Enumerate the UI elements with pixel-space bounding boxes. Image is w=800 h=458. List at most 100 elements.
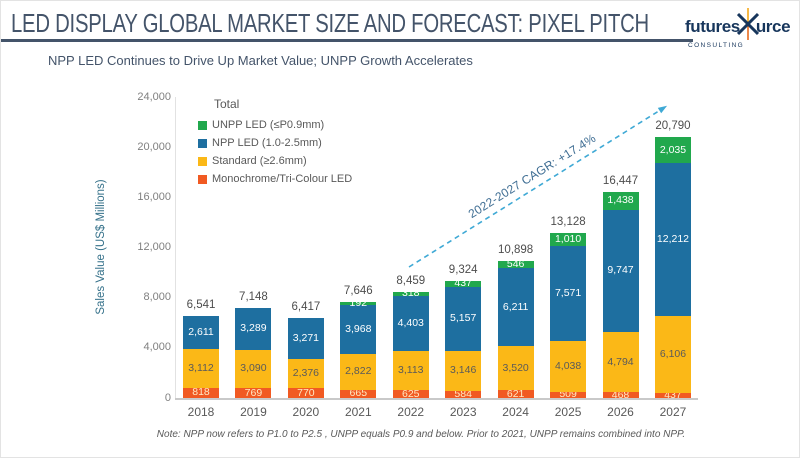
logo-wordmark: futures urce: [685, 7, 793, 46]
segment-value-label: 2,822: [345, 365, 372, 378]
bar-segment-2024: [497, 390, 534, 398]
segment-value-label: 6,211: [502, 300, 529, 313]
segment-value-label: 7,571: [554, 286, 582, 299]
segment-value-label: 6,106: [659, 347, 687, 360]
title-divider: [1, 39, 693, 42]
y-tick-label: 16,000: [137, 190, 171, 203]
segment-value-label: 3,113: [398, 364, 424, 377]
y-axis-line: [175, 97, 176, 398]
legend-item-label: UNPP LED (≤P0.9mm): [212, 119, 325, 131]
bar-segment-2023: [445, 390, 482, 398]
y-tick-label: 24,000: [137, 90, 171, 103]
bar-segment-2019: [235, 388, 272, 398]
segment-value-label: 546: [506, 258, 525, 271]
segment-value-label: 4,403: [397, 317, 424, 329]
segment-value-label: 4,038: [554, 359, 582, 372]
bar-total-label: 10,898: [498, 244, 534, 257]
segment-value-label: 2,611: [188, 325, 214, 338]
segment-value-label: 192: [349, 296, 368, 309]
bar-segment-2023: [445, 286, 482, 352]
legend-swatch-icon: [198, 138, 207, 148]
bar-segment-2021: [340, 354, 377, 390]
bar-total-label: 6,417: [291, 300, 321, 313]
bar-total-label: 7,646: [343, 285, 373, 298]
x-axis-label: 2023: [449, 405, 477, 419]
bar-segment-2021: [340, 302, 377, 305]
bar-segment-2018: [183, 387, 219, 398]
y-tick-label: 4,000: [143, 341, 171, 354]
segment-value-label: 3,146: [450, 364, 477, 377]
page-title: LED DISPLAY GLOBAL MARKET SIZE AND FOREC…: [11, 8, 649, 38]
bar-segment-2023: [445, 351, 482, 391]
star-icon: [736, 7, 759, 46]
y-tick-label: 8,000: [143, 291, 171, 304]
segment-value-label: 1,438: [607, 194, 634, 207]
segment-value-label: 621: [506, 387, 525, 400]
bar-segment-2023: [445, 281, 482, 287]
segment-value-label: 3,968: [345, 322, 372, 335]
y-tick-label: 12,000: [137, 241, 171, 253]
segment-value-label: 9,747: [607, 264, 634, 277]
segment-value-label: 665: [349, 387, 368, 400]
bar-total-label: 16,447: [602, 174, 639, 187]
x-axis-label: 2019: [240, 405, 267, 419]
bar-segment-2019: [235, 349, 272, 389]
bar-segment-2024: [497, 268, 534, 347]
legend-swatch-icon: [198, 174, 207, 184]
bar-segment-2022: [392, 291, 429, 296]
logo-text-right: urce: [755, 16, 791, 36]
logo-text-left: futures: [685, 16, 740, 36]
segment-value-label: 3,271: [292, 331, 320, 344]
bar-segment-2022: [392, 295, 429, 352]
legend-swatch-icon: [198, 120, 207, 130]
segment-value-label: 818: [192, 386, 210, 399]
bar-segment-2024: [497, 346, 534, 391]
segment-value-label: 625: [401, 387, 420, 400]
footnote: Note: NPP now refers to P1.0 to P2.5 , U…: [156, 429, 686, 440]
bar-segment-2026: [602, 392, 639, 398]
x-axis-label: 2027: [659, 405, 687, 419]
bar-segment-2020: [287, 317, 324, 359]
segment-value-label: 12,212: [656, 232, 690, 245]
chart-legend: Total UNPP LED (≤P0.9mm) NPP LED (1.0-2.5…: [198, 97, 352, 188]
segment-value-label: 2,035: [659, 143, 687, 156]
y-tick-label: 0: [164, 391, 171, 404]
legend-item-label: NPP LED (1.0-2.5mm): [212, 137, 322, 149]
segment-value-label: 3,112: [188, 361, 214, 374]
legend-title: Total: [214, 97, 240, 111]
segment-value-label: 437: [454, 277, 472, 290]
x-axis-label: 2024: [502, 405, 529, 419]
bar-segment-2018: [183, 315, 219, 349]
legend-swatch-icon: [198, 156, 207, 166]
logo-tagline: CONSULTING: [688, 42, 745, 49]
x-axis-label: 2022: [397, 405, 425, 419]
bar-total-label: 6,541: [186, 298, 216, 311]
segment-value-label: 3,090: [240, 362, 267, 375]
bar-total-label: 8,459: [396, 274, 426, 287]
bar-segment-2019: [235, 308, 272, 350]
bar-segment-2027: [654, 392, 691, 398]
bar-segment-2020: [287, 388, 324, 398]
bar-segment-2022: [392, 390, 429, 398]
y-tick-label: 20,000: [137, 140, 171, 153]
segment-value-label: 3,289: [240, 322, 267, 335]
futuresource-logo: futures urce CONSULTING: [685, 7, 793, 49]
legend-item-2: Standard (≥2.6mm): [198, 152, 352, 170]
bar-segment-2027: [654, 315, 691, 393]
bar-total-label: 13,128: [550, 216, 586, 229]
x-axis-label: 2021: [344, 405, 372, 419]
x-axis-baseline: [175, 398, 698, 400]
bar-segment-2018: [183, 348, 219, 388]
x-axis-label: 2026: [607, 405, 634, 419]
bar-segment-2026: [602, 332, 639, 393]
legend-item-1: NPP LED (1.0-2.5mm): [198, 134, 352, 152]
bar-total-label: 9,324: [448, 264, 478, 277]
legend-item-3: Monochrome/Tri-Colour LED: [198, 170, 352, 188]
x-axis-label: 2020: [292, 405, 320, 419]
x-axis-label: 2018: [187, 405, 215, 419]
legend-item-0: UNPP LED (≤P0.9mm): [198, 116, 352, 134]
bar-segment-2021: [340, 389, 377, 398]
bar-total-label: 20,790: [655, 120, 691, 133]
bar-segment-2021: [340, 304, 377, 355]
